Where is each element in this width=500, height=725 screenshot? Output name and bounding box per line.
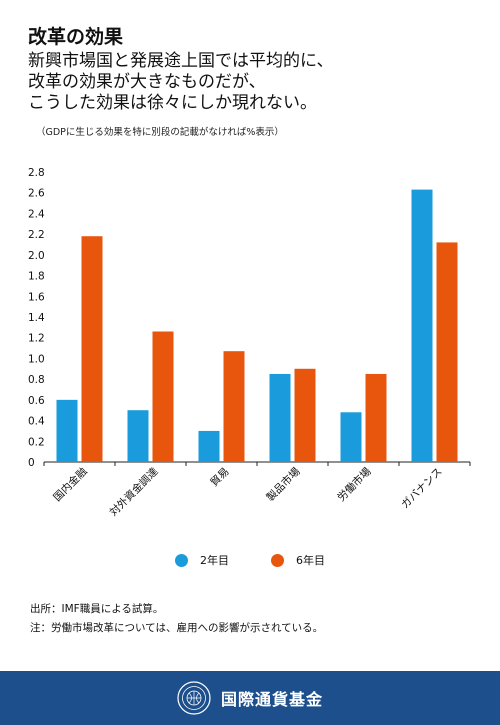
y-tick-label: 1.4 — [28, 312, 45, 324]
footer-bar: 国際通貨基金 — [0, 671, 500, 725]
bar-6y — [223, 351, 245, 462]
orange-dot-icon — [271, 553, 284, 567]
y-tick-label: 0.2 — [28, 436, 45, 448]
x-category-label: ガバナンス — [399, 466, 444, 511]
chart-caption: （GDPに生じる効果を特に別段の記載がなければ%表示） — [36, 127, 284, 138]
y-tick-label: 2.2 — [28, 229, 45, 241]
legend-item-2y: 2年目 — [175, 552, 229, 568]
subtitle-line: 改革の効果が大きなものだが、 — [28, 72, 266, 92]
y-tick-label: 1.6 — [28, 291, 45, 303]
y-tick-label: 0.6 — [28, 395, 45, 407]
bar-6y — [81, 236, 103, 462]
y-tick-label: 2.4 — [28, 208, 45, 220]
bar-chart: 0 0.2 0.4 0.6 0.8 1.0 1.2 1.4 1.6 1.8 2.0 2.2 2.4 2.6… — [28, 167, 471, 519]
bar-2y — [340, 412, 362, 462]
bar-6y — [294, 368, 316, 462]
x-category-label: 貿易 — [208, 466, 231, 489]
bar-2y — [269, 373, 291, 462]
x-category-label: 労働市場 — [335, 465, 374, 504]
bar-2y — [411, 189, 433, 462]
x-category-label: 対外資金調達 — [107, 465, 161, 519]
y-tick-label: 2.6 — [28, 188, 45, 200]
bar-6y — [152, 331, 174, 462]
y-tick-label: 2.0 — [28, 250, 45, 262]
bar-2y — [56, 399, 78, 462]
org-name: 国際通貨基金 — [220, 690, 323, 709]
x-category-label: 国内金融 — [51, 465, 90, 504]
y-tick-label: 1.0 — [28, 353, 45, 365]
y-tick-label: 1.2 — [28, 333, 45, 345]
y-tick-label: 0.4 — [28, 416, 45, 428]
labor-market-note: 注：労働市場改革については、雇用への影響が示されている。 — [30, 622, 324, 634]
y-tick-label: 0.8 — [28, 374, 45, 386]
y-tick-label: 2.8 — [28, 167, 45, 179]
footnotes: 出所：IMF職員による試算。 注：労働市場改革については、雇用への影響が示されて… — [30, 600, 323, 638]
x-category-label: 製品市場 — [264, 465, 303, 504]
source-note: 出所：IMF職員による試算。 — [30, 603, 164, 615]
bar-2y — [127, 410, 149, 462]
y-tick-label: 1.8 — [28, 271, 45, 283]
legend-label: 2年目 — [200, 554, 229, 567]
chart-title: 改革の効果 — [28, 26, 124, 48]
bar-2y — [198, 430, 220, 462]
chart-subtitle: 新興市場国と発展途上国では平均的に、 改革の効果が大きなものだが、 こうした効果… — [28, 51, 488, 114]
blue-dot-icon — [175, 553, 188, 567]
subtitle-line: 新興市場国と発展途上国では平均的に、 — [28, 51, 334, 71]
y-tick-label: 0 — [28, 457, 35, 469]
imf-seal-icon — [177, 681, 211, 715]
bar-6y — [436, 242, 458, 462]
subtitle-line: こうした効果は徐々にしか現れない。 — [28, 93, 317, 113]
bar-6y — [365, 373, 387, 462]
legend-item-6y: 6年目 — [271, 552, 325, 568]
legend: 2年目 6年目 — [0, 552, 500, 568]
legend-label: 6年目 — [296, 554, 325, 567]
